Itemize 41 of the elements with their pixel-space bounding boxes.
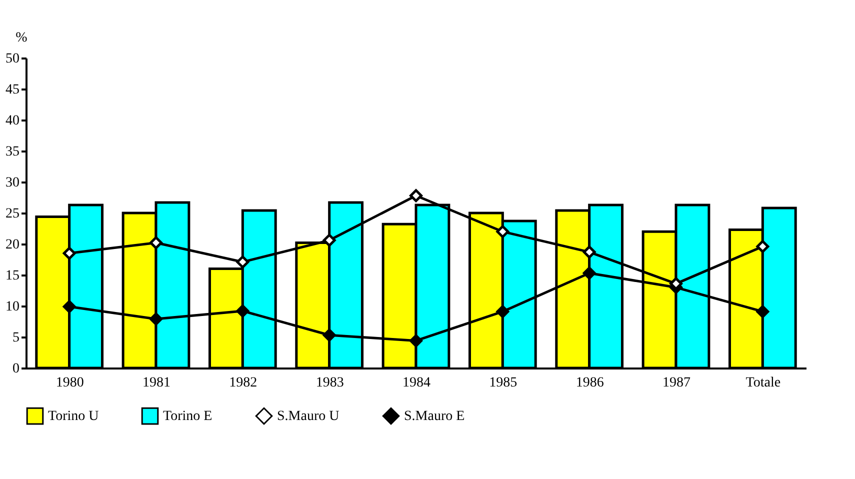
x-tick-label: Totale — [746, 376, 781, 390]
x-tick-label: 1981 — [142, 376, 170, 390]
point — [150, 236, 162, 250]
point — [62, 246, 76, 260]
x-tick-label: 1987 — [662, 376, 690, 390]
point — [150, 312, 162, 326]
y-tick-label: 15 — [6, 268, 20, 284]
x-tick-label: 1984 — [402, 376, 430, 390]
x-tick-label: 1982 — [229, 376, 258, 390]
point — [322, 328, 336, 342]
y-tick-label: 45 — [6, 82, 20, 98]
y-tick-label: 35 — [6, 144, 20, 160]
point — [410, 189, 422, 202]
y-tick-label: 25 — [6, 206, 20, 222]
y-tick-label: 10 — [6, 300, 20, 314]
x-tick-label: 1985 — [489, 376, 518, 390]
point — [496, 225, 510, 238]
point — [756, 305, 770, 318]
point — [236, 304, 250, 318]
point — [496, 305, 510, 318]
y-tick-label: 5 — [12, 330, 20, 346]
y-tick-label: 50 — [6, 52, 20, 66]
y-axis-title: % — [16, 30, 28, 46]
x-tick-label: 1983 — [316, 376, 344, 390]
point — [582, 266, 596, 280]
point — [322, 234, 336, 247]
y-tick-label: 20 — [6, 238, 20, 252]
point — [582, 246, 596, 259]
y-tick-label: 30 — [6, 176, 20, 190]
point — [236, 255, 250, 268]
point — [756, 240, 770, 253]
x-tick-label: 1980 — [56, 376, 84, 390]
legend-label: Torino U — [48, 409, 99, 424]
x-tick-label: 1986 — [576, 376, 604, 390]
y-tick-label: 40 — [6, 114, 20, 128]
legend-label: S.Mauro U — [277, 409, 340, 424]
point — [62, 300, 76, 314]
legend-label: Torino E — [163, 409, 212, 424]
y-tick-label: 0 — [12, 362, 20, 376]
point — [410, 334, 422, 348]
legend-label: S.Mauro E — [404, 409, 465, 424]
